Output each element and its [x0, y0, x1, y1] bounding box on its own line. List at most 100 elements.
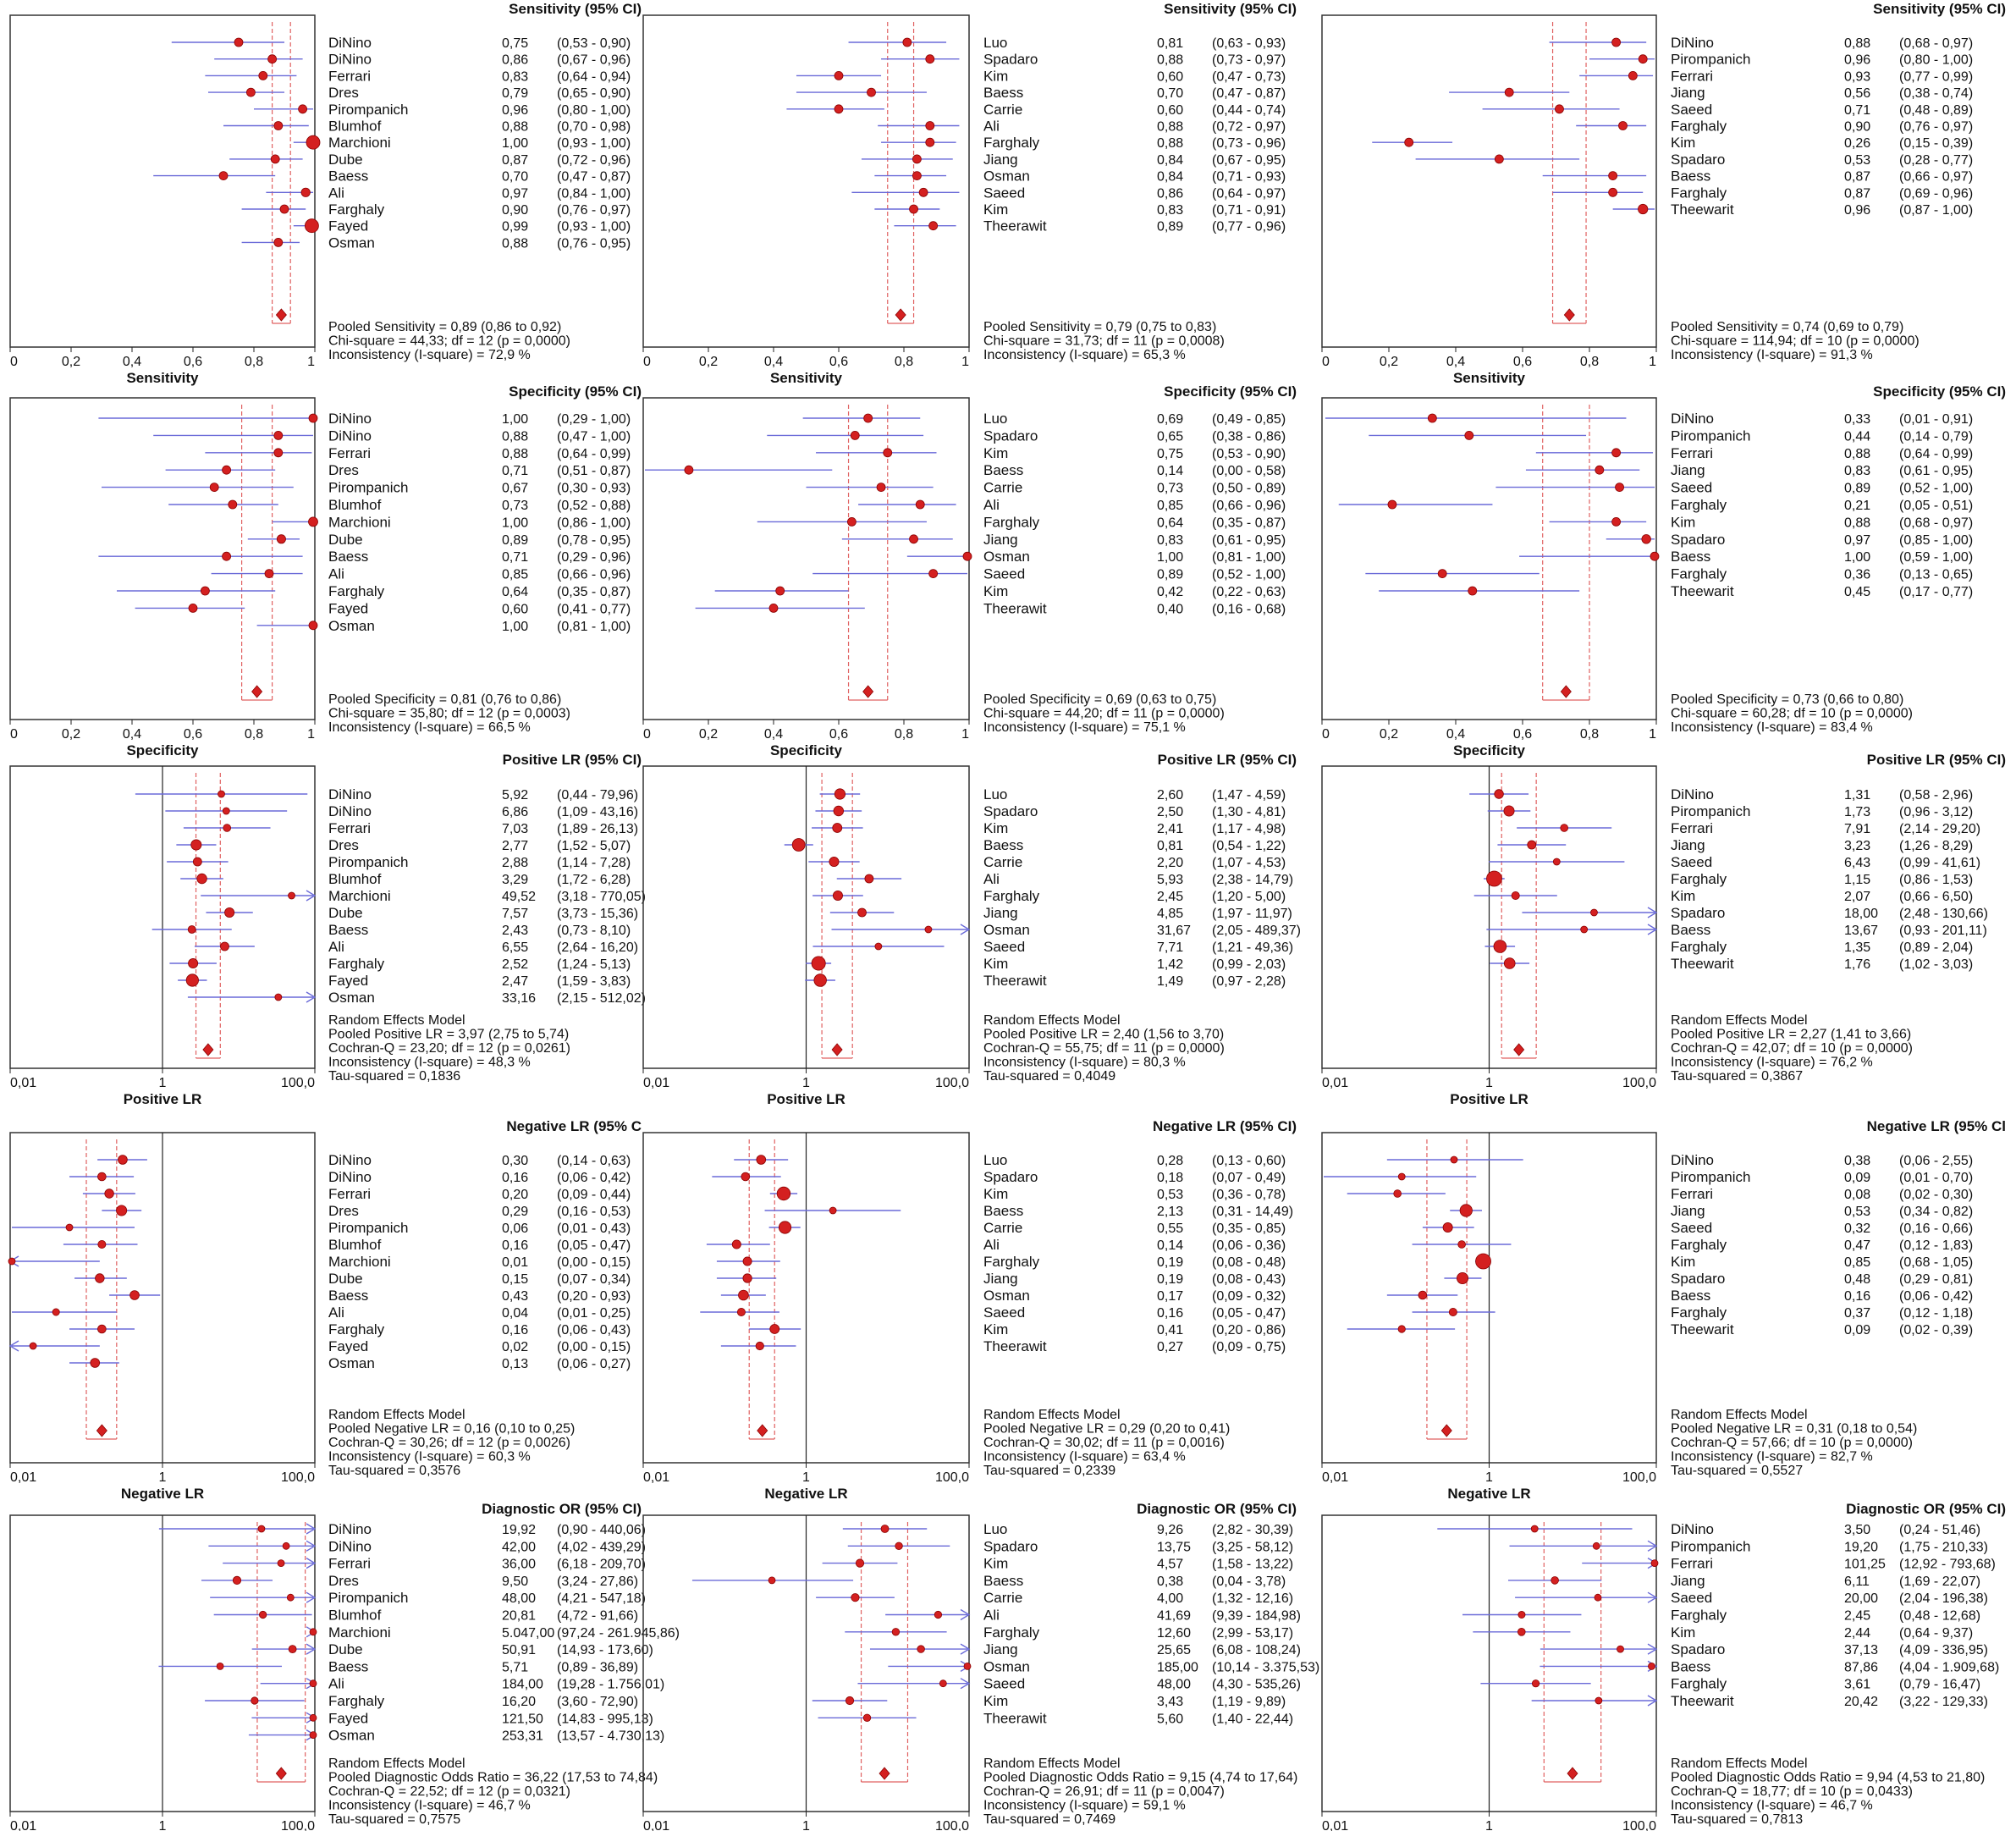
- study-name: Carrie: [983, 1220, 1022, 1236]
- study-ci: (1,17 - 4,98): [1212, 822, 1286, 836]
- study-estimate: 1,42: [1157, 957, 1183, 972]
- study-name: Ferrari: [328, 445, 371, 461]
- pooled-diamond: [862, 685, 874, 698]
- study-point: [188, 958, 199, 969]
- study-name: Jiang: [983, 1271, 1018, 1287]
- summary-stat-line: Inconsistency (I-square) = 83,4 %: [1671, 720, 1873, 735]
- study-name: Osman: [328, 1355, 375, 1371]
- study-ci: (0,15 - 0,39): [1899, 136, 1973, 151]
- study-estimate: 0,69: [1157, 412, 1183, 427]
- pooled-diamond: [202, 1043, 214, 1056]
- study-point: [1650, 1559, 1659, 1567]
- study-ci: (1,19 - 9,89): [1212, 1695, 1286, 1709]
- study-estimate: 0,86: [1157, 186, 1183, 201]
- study-ci: (0,16 - 0,53): [557, 1205, 631, 1219]
- study-name: Marchioni: [328, 1254, 391, 1270]
- tick-label: 1: [802, 1819, 810, 1831]
- study-ci: (0,73 - 8,10): [557, 924, 631, 938]
- forest-panel-plr-2: Positive LR (95% CI) Luo 2,60 (1,47 - 4,59)…: [642, 752, 1301, 1107]
- study-ci: (0,66 - 0,96): [557, 568, 631, 582]
- study-point: [874, 942, 883, 951]
- study-name: Fayed: [328, 600, 368, 616]
- study-point: [1611, 37, 1621, 47]
- study-estimate: 2,52: [502, 957, 528, 972]
- study-ci: (0,48 - 0,89): [1899, 103, 1973, 118]
- tick-label: 0,6: [1513, 355, 1532, 369]
- study-point: [918, 187, 928, 197]
- study-point: [880, 1525, 890, 1533]
- summary-stat-line: Inconsistency (I-square) = 63,4 %: [983, 1450, 1186, 1464]
- tick-label: 0: [643, 727, 651, 742]
- summary-stat-line: Pooled Specificity = 0,73 (0,66 to 0,80): [1671, 692, 1903, 707]
- study-point: [962, 551, 972, 561]
- study-point: [855, 1558, 865, 1568]
- ci-arrow-right: [960, 1643, 971, 1655]
- study-point: [223, 824, 232, 832]
- summary-stat-line: Pooled Positive LR = 3,97 (2,75 to 5,74): [328, 1028, 569, 1042]
- study-ci: (0,59 - 1,00): [1899, 550, 1973, 565]
- study-point: [309, 1713, 317, 1722]
- study-point: [209, 483, 219, 492]
- study-point: [1503, 957, 1516, 969]
- study-name: Theewarit: [1671, 956, 1734, 972]
- tick-label: 1: [961, 727, 969, 742]
- study-ci: (0,06 - 0,42): [1899, 1289, 1973, 1304]
- study-point: [222, 807, 230, 815]
- study-name: Farghaly: [983, 1624, 1040, 1641]
- study-estimate: 1,00: [502, 136, 528, 151]
- study-ci: (1,24 - 5,13): [557, 957, 631, 972]
- summary-stat-line: Pooled Diagnostic Odds Ratio = 9,15 (4,7…: [983, 1771, 1297, 1785]
- study-estimate: 0,88: [1157, 120, 1183, 135]
- forest-panel-nlr-3: Negative LR (95% Cl DiNino 0,38 (0,06 - 2,5…: [1321, 1118, 2006, 1502]
- study-estimate: 6,86: [502, 805, 528, 819]
- study-name: Saeed: [983, 185, 1025, 201]
- study-estimate: 0,96: [1844, 203, 1870, 218]
- study-estimate: 0,53: [1844, 1205, 1870, 1219]
- study-estimate: 0,02: [502, 1340, 528, 1354]
- study-estimate: 48,00: [1157, 1678, 1191, 1692]
- study-ci: (0,71 - 0,93): [1212, 170, 1286, 185]
- summary-stat-line: Chi-square = 44,33; df = 12 (p = 0,0000): [328, 334, 570, 349]
- study-point: [864, 874, 874, 884]
- study-point: [228, 499, 238, 510]
- study-ci: (2,99 - 53,17): [1212, 1626, 1293, 1641]
- study-ci: (14,83 - 995,13): [557, 1712, 653, 1726]
- study-estimate: 50,91: [502, 1643, 536, 1657]
- study-ci: (0,41 - 0,77): [557, 602, 631, 616]
- summary-stat-line: Chi-square = 60,28; df = 10 (p = 0,0000): [1671, 707, 1913, 721]
- study-name: Farghaly: [1671, 939, 1727, 955]
- study-point: [97, 1172, 107, 1182]
- study-point: [273, 431, 284, 440]
- study-point: [928, 569, 939, 578]
- study-name: Saeed: [983, 1304, 1025, 1321]
- study-ci: (0,06 - 0,27): [557, 1357, 631, 1371]
- study-point: [251, 1696, 259, 1705]
- tick-label: 100,0: [935, 1470, 969, 1485]
- forest-panel-plr-1: Positive LR (95% CI) DiNino 5,92 (0,44 - 79…: [9, 752, 646, 1107]
- column-header: Sensitivity (95% CI): [1873, 1, 2006, 17]
- study-name: Pirompanich: [1671, 427, 1751, 444]
- study-point: [915, 499, 925, 510]
- study-ci: (0,58 - 2,96): [1899, 788, 1973, 802]
- study-name: DiNino: [1671, 35, 1714, 51]
- study-estimate: 0,30: [502, 1154, 528, 1168]
- study-ci: (4,02 - 439,29): [557, 1540, 646, 1554]
- study-estimate: 6,11: [1844, 1575, 1870, 1589]
- study-point: [1427, 413, 1437, 423]
- study-point: [1442, 1222, 1453, 1233]
- study-name: DiNino: [328, 35, 372, 51]
- study-name: Osman: [983, 1288, 1030, 1304]
- tick-label: 0,01: [10, 1470, 36, 1485]
- study-estimate: 0,42: [1157, 585, 1183, 599]
- forest-panel-sens-1: Sensitivity (95% CI) DiNino 0,75 (0,53 - 0,…: [9, 1, 642, 386]
- study-point: [200, 586, 210, 596]
- tick-label: 1: [802, 1470, 810, 1485]
- ci-arrow-right: [1647, 1643, 1658, 1655]
- tick-label: 0,4: [1446, 355, 1465, 369]
- study-ci: (2,38 - 14,79): [1212, 873, 1293, 887]
- study-name: Fayed: [328, 218, 368, 234]
- study-point: [1611, 517, 1621, 527]
- study-estimate: 36,00: [502, 1558, 536, 1572]
- study-name: Dres: [328, 1203, 359, 1219]
- column-header: Sensitivity (95% CI): [1164, 1, 1297, 17]
